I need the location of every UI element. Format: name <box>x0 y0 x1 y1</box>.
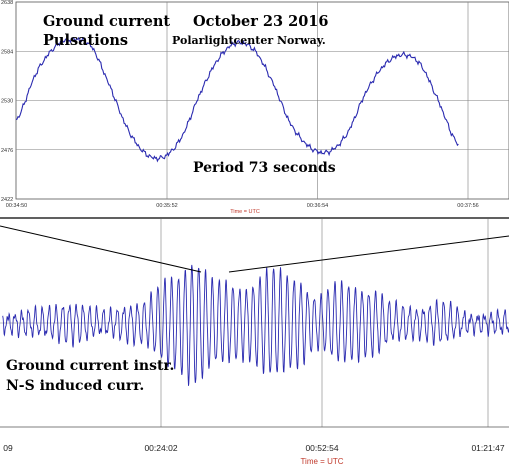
top-series-line <box>15 36 459 163</box>
top-x-tick-label: 00:36:54 <box>307 203 328 209</box>
zoom-connector-right <box>228 235 509 273</box>
bottom-x-axis-title: Time = UTC <box>300 457 343 466</box>
bottom-x-ticks: 09 00:24:02 00:52:54 01:21:47 <box>3 443 505 453</box>
top-x-tick-label: 00:37:56 <box>457 203 478 209</box>
date-annotation: October 23 2016 <box>193 13 328 30</box>
title-line-2: Pulsations <box>43 32 128 49</box>
top-grid <box>16 2 509 199</box>
period-annotation: Period 73 seconds <box>193 160 336 176</box>
top-y-tick-label: 2476 <box>1 148 13 154</box>
bottom-x-tick-label: 09 <box>3 443 13 453</box>
top-y-tick-label: 2584 <box>1 49 13 55</box>
bottom-x-tick-label: 01:21:47 <box>471 443 504 453</box>
bottom-x-tick-label: 00:24:02 <box>144 443 177 453</box>
top-x-axis-title: Time = UTC <box>230 209 260 215</box>
top-y-tick-label: 2422 <box>1 197 13 203</box>
top-x-ticks: 00:34:50 00:35:52 00:36:54 00:37:56 <box>6 203 479 209</box>
station-annotation: Polarlightcenter Norway. <box>172 34 326 47</box>
bottom-x-tick-label: 00:52:54 <box>305 443 338 453</box>
top-y-ticks: 2638 2584 2530 2476 2422 <box>1 0 13 203</box>
bottom-label-line-1: Ground current instr. <box>6 358 174 374</box>
title-line-1: Ground current <box>43 13 170 30</box>
top-y-tick-label: 2530 <box>1 99 13 105</box>
top-x-tick-label: 00:35:52 <box>156 203 177 209</box>
top-y-tick-label: 2638 <box>1 0 13 6</box>
bottom-label-line-2: N-S induced curr. <box>6 378 144 394</box>
top-x-tick-label: 00:34:50 <box>6 203 27 209</box>
bottom-series-line <box>2 264 509 386</box>
zoom-connector-left <box>0 225 202 273</box>
